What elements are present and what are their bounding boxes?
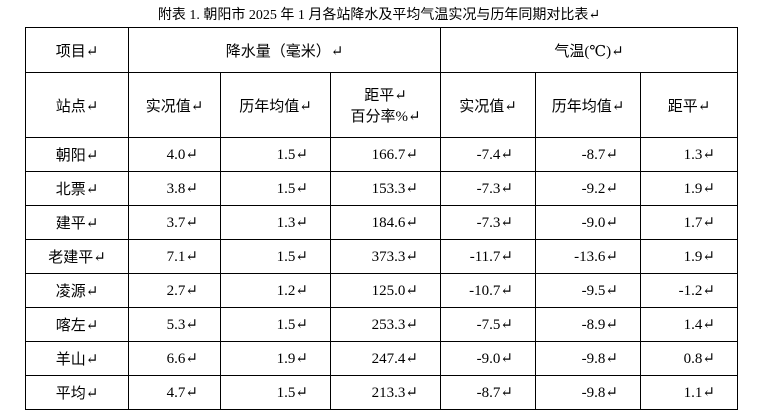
value-cell: 1.5↵ <box>220 375 331 410</box>
value-cell: -9.8↵ <box>535 375 641 410</box>
header-cell: 项目↵ <box>25 27 129 73</box>
value-cell: 213.3↵ <box>330 375 441 410</box>
value-cell: 3.8↵ <box>128 171 221 206</box>
value-cell: 125.0↵ <box>330 273 441 308</box>
value-cell: 1.5↵ <box>220 307 331 342</box>
header-cell: 实况值↵ <box>128 72 221 138</box>
value-cell: 3.7↵ <box>128 205 221 240</box>
data-row: 老建平↵ 7.1↵ 1.5↵ 373.3↵ -11.7↵ -13.6↵ 1.9↵ <box>25 239 738 274</box>
value-cell: 1.4↵ <box>640 307 738 342</box>
data-row: 朝阳↵ 4.0↵ 1.5↵ 166.7↵ -7.4↵ -8.7↵ 1.3↵ <box>25 137 738 172</box>
table-title: 附表 1. 朝阳市 2025 年 1 月各站降水及平均气温实况与历年同期对比表↵ <box>157 8 601 23</box>
station-cell: 朝阳↵ <box>25 137 129 172</box>
data-row: 凌源↵ 2.7↵ 1.2↵ 125.0↵ -10.7↵ -9.5↵ -1.2↵ <box>25 273 738 308</box>
value-cell: -8.7↵ <box>535 137 641 172</box>
value-cell: 253.3↵ <box>330 307 441 342</box>
data-row: 北票↵ 3.8↵ 1.5↵ 153.3↵ -7.3↵ -9.2↵ 1.9↵ <box>25 171 738 206</box>
value-cell: -8.9↵ <box>535 307 641 342</box>
value-cell: 2.7↵ <box>128 273 221 308</box>
header-cell: 降水量（毫米）↵ <box>128 27 441 73</box>
station-cell: 平均↵ <box>25 375 129 410</box>
header-cell: 历年均值↵ <box>535 72 641 138</box>
value-cell: -7.4↵ <box>440 137 536 172</box>
value-cell: -9.5↵ <box>535 273 641 308</box>
value-cell: -1.2↵ <box>640 273 738 308</box>
value-cell: -9.8↵ <box>535 341 641 376</box>
data-row: 平均↵ 4.7↵ 1.5↵ 213.3↵ -8.7↵ -9.8↵ 1.1↵ <box>25 375 738 410</box>
value-cell: 373.3↵ <box>330 239 441 274</box>
value-cell: 1.9↵ <box>220 341 331 376</box>
value-cell: 166.7↵ <box>330 137 441 172</box>
value-cell: 0.8↵ <box>640 341 738 376</box>
value-cell: 1.5↵ <box>220 239 331 274</box>
station-cell: 建平↵ <box>25 205 129 240</box>
value-cell: 1.5↵ <box>220 171 331 206</box>
header-cell: 实况值↵ <box>440 72 536 138</box>
value-cell: -10.7↵ <box>440 273 536 308</box>
data-table: 项目↵ 降水量（毫米）↵ 气温(℃)↵ 站点↵ 实况值↵ 历年均值↵ 距平↵ 百分率%↵ 实况值… <box>25 27 738 410</box>
value-cell: 1.3↵ <box>640 137 738 172</box>
value-cell: 1.1↵ <box>640 375 738 410</box>
station-cell: 北票↵ <box>25 171 129 206</box>
value-cell: 1.3↵ <box>220 205 331 240</box>
value-cell: 1.7↵ <box>640 205 738 240</box>
value-cell: -7.3↵ <box>440 171 536 206</box>
value-cell: 184.6↵ <box>330 205 441 240</box>
value-cell: -11.7↵ <box>440 239 536 274</box>
header-row: 项目↵ 降水量（毫米）↵ 气温(℃)↵ <box>25 27 738 73</box>
header-row: 站点↵ 实况值↵ 历年均值↵ 距平↵ 百分率%↵ 实况值↵ 历年均值↵ 距平↵ <box>25 72 738 138</box>
station-cell: 老建平↵ <box>25 239 129 274</box>
value-cell: -13.6↵ <box>535 239 641 274</box>
value-cell: -9.0↵ <box>440 341 536 376</box>
value-cell: 4.0↵ <box>128 137 221 172</box>
header-line: 百分率%↵ <box>350 109 421 125</box>
value-cell: 1.9↵ <box>640 239 738 274</box>
value-cell: 1.2↵ <box>220 273 331 308</box>
value-cell: -8.7↵ <box>440 375 536 410</box>
value-cell: 6.6↵ <box>128 341 221 376</box>
value-cell: 1.9↵ <box>640 171 738 206</box>
value-cell: -7.5↵ <box>440 307 536 342</box>
value-cell: -9.0↵ <box>535 205 641 240</box>
value-cell: 4.7↵ <box>128 375 221 410</box>
value-cell: -7.3↵ <box>440 205 536 240</box>
station-cell: 羊山↵ <box>25 341 129 376</box>
value-cell: -9.2↵ <box>535 171 641 206</box>
data-row: 建平↵ 3.7↵ 1.3↵ 184.6↵ -7.3↵ -9.0↵ 1.7↵ <box>25 205 738 240</box>
header-cell: 距平↵ 百分率%↵ <box>330 72 441 138</box>
header-cell: 距平↵ <box>640 72 738 138</box>
header-cell: 气温(℃)↵ <box>440 27 738 73</box>
header-cell: 站点↵ <box>25 72 129 138</box>
value-cell: 7.1↵ <box>128 239 221 274</box>
station-cell: 凌源↵ <box>25 273 129 308</box>
value-cell: 1.5↵ <box>220 137 331 172</box>
header-line: 距平↵ <box>364 88 407 104</box>
value-cell: 5.3↵ <box>128 307 221 342</box>
data-row: 羊山↵ 6.6↵ 1.9↵ 247.4↵ -9.0↵ -9.8↵ 0.8↵ <box>25 341 738 376</box>
data-row: 喀左↵ 5.3↵ 1.5↵ 253.3↵ -7.5↵ -8.9↵ 1.4↵ <box>25 307 738 342</box>
value-cell: 247.4↵ <box>330 341 441 376</box>
header-cell: 历年均值↵ <box>220 72 331 138</box>
station-cell: 喀左↵ <box>25 307 129 342</box>
value-cell: 153.3↵ <box>330 171 441 206</box>
